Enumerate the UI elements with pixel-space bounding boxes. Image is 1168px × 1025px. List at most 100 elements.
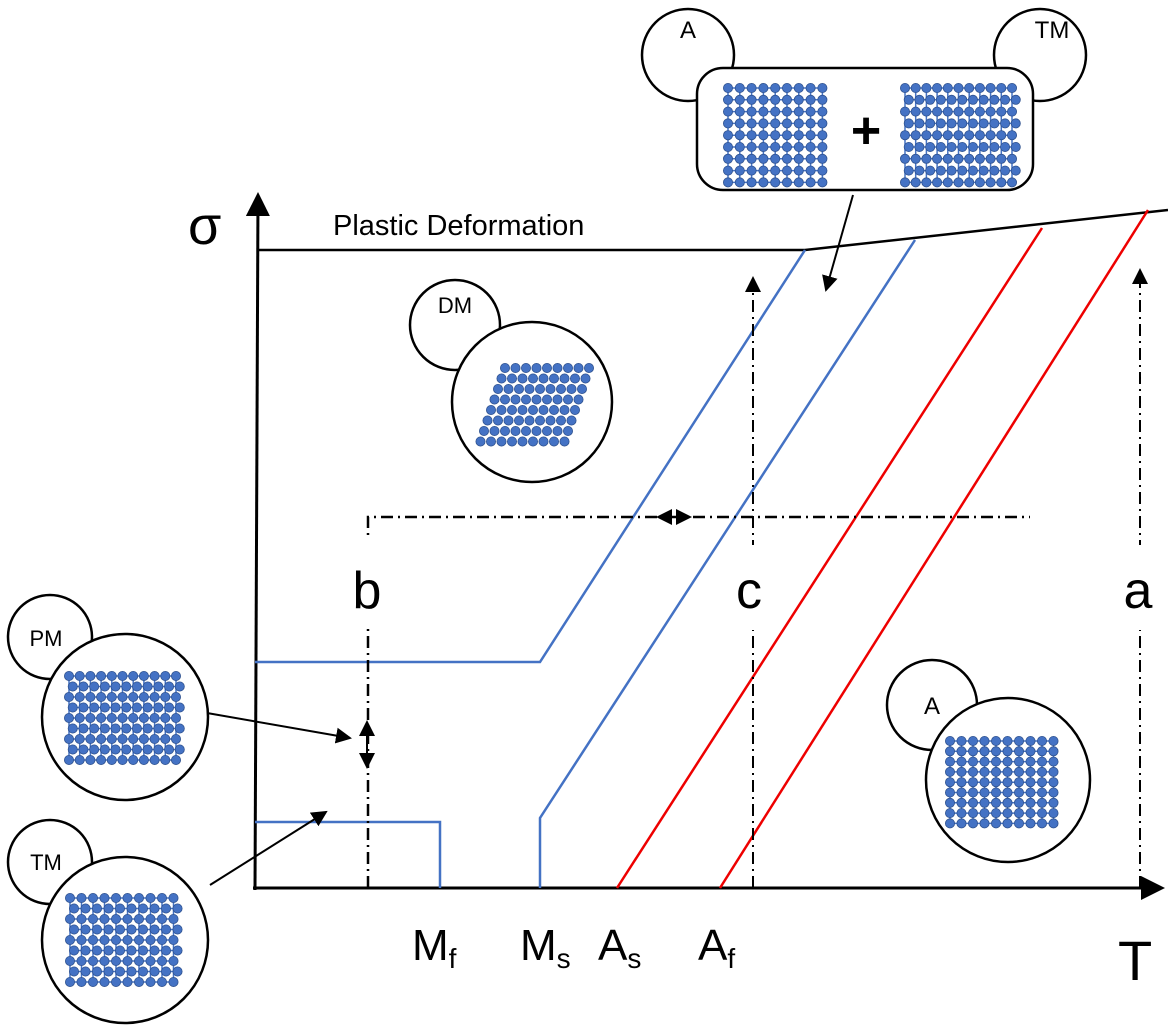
lattice-part xyxy=(1003,778,1012,787)
lattice-part xyxy=(556,416,565,425)
lattice-part xyxy=(132,703,141,712)
lattice-part xyxy=(518,374,527,383)
lattice-part xyxy=(991,757,1000,766)
subscript: f xyxy=(727,943,735,974)
lattice-part xyxy=(968,778,977,787)
lattice-part xyxy=(173,925,182,934)
lattice-part xyxy=(1007,131,1016,140)
lattice-part xyxy=(81,967,90,976)
plus: + xyxy=(851,102,881,160)
lattice-part xyxy=(991,736,1000,745)
lattice-part xyxy=(1049,767,1058,776)
lattice-part xyxy=(486,437,495,446)
lattice-part xyxy=(118,755,127,764)
lattice-part xyxy=(92,925,101,934)
lattice-part xyxy=(65,893,74,902)
lattice-part xyxy=(782,154,791,163)
lattice-part xyxy=(539,374,548,383)
lattice-part xyxy=(104,946,113,955)
lattice-part xyxy=(1037,809,1046,818)
lattice-part xyxy=(77,914,86,923)
lattice-part xyxy=(900,83,909,92)
lattice-part xyxy=(79,724,88,733)
lattice-part xyxy=(991,747,1000,756)
lattice-part xyxy=(1037,757,1046,766)
lattice-part xyxy=(79,703,88,712)
lattice-part xyxy=(134,893,143,902)
lattice-part xyxy=(68,745,77,754)
lattice-part xyxy=(507,405,516,414)
lattice-part xyxy=(771,142,780,151)
lattice-part xyxy=(175,682,184,691)
lattice-part xyxy=(143,682,152,691)
lattice-part xyxy=(549,437,558,446)
lattice-part xyxy=(990,119,999,128)
lattice-part xyxy=(146,956,155,965)
lattice-part xyxy=(535,384,544,393)
lattice-part xyxy=(164,682,173,691)
lattice-part xyxy=(122,682,131,691)
lattice-part xyxy=(161,904,170,913)
lattice-part xyxy=(947,142,956,151)
lattice-part xyxy=(164,703,173,712)
lattice-part xyxy=(911,131,920,140)
lattice-part xyxy=(1026,819,1035,828)
lattice-part xyxy=(943,83,952,92)
lattice-part xyxy=(747,142,756,151)
lattice-part xyxy=(1000,142,1009,151)
lattice-part xyxy=(556,384,565,393)
lattice-part xyxy=(997,154,1006,163)
lattice-part xyxy=(68,724,77,733)
lattice-part xyxy=(123,956,132,965)
lattice-part xyxy=(1014,809,1023,818)
arrow xyxy=(207,713,350,738)
lattice-part xyxy=(92,946,101,955)
lattice-part xyxy=(945,767,954,776)
lattice-part xyxy=(1037,767,1046,776)
lattice-part xyxy=(735,178,744,187)
lattice-part xyxy=(818,178,827,187)
lattice-part xyxy=(1003,798,1012,807)
lattice-part xyxy=(806,131,815,140)
lattice-part xyxy=(86,755,95,764)
lattice-part xyxy=(1000,95,1009,104)
lattice-part xyxy=(79,682,88,691)
lattice-part xyxy=(980,778,989,787)
lattice-part xyxy=(161,946,170,955)
lattice-part xyxy=(771,154,780,163)
phase-label: DM xyxy=(438,293,472,318)
lattice-part xyxy=(169,935,178,944)
lattice-part xyxy=(161,925,170,934)
lattice-part xyxy=(123,977,132,986)
lattice-part xyxy=(146,977,155,986)
lattice-part xyxy=(922,178,931,187)
lattice-part xyxy=(954,83,963,92)
lattice-part xyxy=(157,914,166,923)
lattice-part xyxy=(150,692,159,701)
lattice-part xyxy=(154,724,163,733)
lattice-part xyxy=(129,671,138,680)
lattice-part xyxy=(735,83,744,92)
lattice-part xyxy=(150,734,159,743)
lattice-part xyxy=(111,745,120,754)
lattice-part xyxy=(1003,747,1012,756)
lattice-part xyxy=(64,692,73,701)
lattice-part xyxy=(75,692,84,701)
lattice-part xyxy=(138,946,147,955)
lattice-part xyxy=(954,154,963,163)
lattice-part xyxy=(759,131,768,140)
lattice-part xyxy=(747,131,756,140)
lattice-part xyxy=(1003,767,1012,776)
lattice-part xyxy=(65,935,74,944)
lattice-part xyxy=(771,95,780,104)
lattice-part xyxy=(521,363,530,372)
lattice-part xyxy=(968,142,977,151)
symbol: M xyxy=(412,921,449,970)
lattice-part xyxy=(1007,107,1016,116)
lattice-part xyxy=(1049,809,1058,818)
lattice-part xyxy=(980,767,989,776)
lattice-part xyxy=(986,83,995,92)
lattice-part xyxy=(532,363,541,372)
lattice-part xyxy=(111,977,120,986)
lattice-part xyxy=(542,426,551,435)
